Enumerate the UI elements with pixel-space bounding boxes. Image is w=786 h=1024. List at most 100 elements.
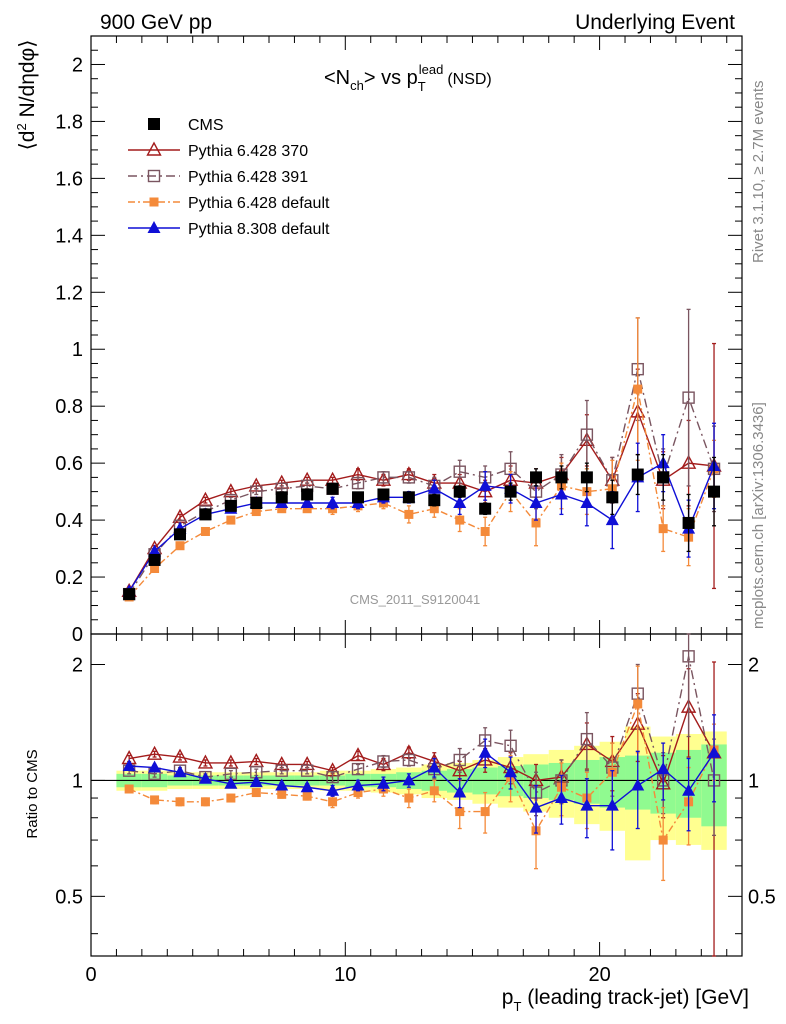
data-point-pythia-8-308-default bbox=[529, 496, 543, 509]
data-point-pythia-6-428-default bbox=[658, 524, 668, 534]
x-tick-label: 0 bbox=[85, 964, 96, 986]
data-point-cms bbox=[555, 471, 568, 484]
data-point-cms bbox=[352, 491, 365, 504]
data-point-ratio-pythia-6-428-391 bbox=[504, 739, 517, 752]
legend-label: Pythia 6.428 default bbox=[188, 195, 330, 212]
ratio-y-tick-label-right: 2 bbox=[748, 654, 759, 676]
data-point-ratio-pythia-8-308-default bbox=[376, 776, 390, 789]
data-point-pythia-6-428-default bbox=[277, 504, 287, 514]
data-point-cms bbox=[631, 468, 644, 481]
data-point-pythia-6-428-391 bbox=[377, 471, 390, 484]
tick-labels: 00.20.40.60.811.21.41.61.820.5 0.51 12 20 10… bbox=[55, 54, 776, 986]
data-point-pythia-8-308-default bbox=[427, 481, 441, 494]
main-y-axis-label: ⟨d2 N/dηdφ⟩ bbox=[14, 40, 39, 151]
ratio-y-tick-label-right: 0.5 bbox=[748, 886, 776, 908]
legend-label: Pythia 8.308 default bbox=[188, 221, 330, 238]
data-point-pythia-6-428-default bbox=[455, 515, 465, 525]
y-tick-label: 0.2 bbox=[55, 567, 83, 589]
data-point-ratio-pythia-8-308-default bbox=[326, 783, 340, 796]
data-point-pythia-6-428-default bbox=[302, 504, 312, 514]
data-point-ratio-pythia-6-428-default bbox=[200, 797, 210, 807]
data-point-ratio-pythia-6-428-default bbox=[175, 797, 185, 807]
data-point-cms bbox=[580, 471, 593, 484]
data-point-pythia-8-308-default bbox=[478, 478, 492, 491]
legend-item-pythia-6-428-370: Pythia 6.428 370 bbox=[128, 141, 308, 160]
analysis-watermark: CMS_2011_S9120041 bbox=[350, 592, 481, 607]
data-point-ratio-pythia-6-428-391 bbox=[580, 732, 594, 746]
data-point-ratio-pythia-8-308-default bbox=[148, 760, 162, 773]
data-point-ratio-pythia-8-308-default bbox=[631, 778, 645, 791]
legend-marker bbox=[147, 169, 161, 183]
data-point-ratio-pythia-6-428-370 bbox=[172, 748, 188, 763]
data-point-ratio-pythia-6-428-default bbox=[455, 807, 465, 817]
data-point-ratio-pythia-6-428-370 bbox=[146, 745, 163, 760]
data-marks bbox=[121, 308, 722, 957]
data-point-ratio-pythia-6-428-default bbox=[429, 786, 439, 796]
data-point-pythia-6-428-default bbox=[531, 518, 541, 528]
data-point-ratio-pythia-8-308-default bbox=[122, 759, 136, 772]
data-point-cms bbox=[428, 494, 441, 507]
ratio-y-axis-label: Ratio to CMS bbox=[24, 749, 41, 838]
data-point-ratio-pythia-8-308-default bbox=[504, 765, 518, 778]
y-tick-label: 0.6 bbox=[55, 453, 83, 475]
y-tick-label: 2 bbox=[72, 54, 83, 76]
data-point-cms bbox=[479, 502, 492, 515]
data-point-pythia-8-308-default bbox=[148, 544, 162, 557]
data-point-cms bbox=[174, 528, 187, 541]
data-point-pythia-8-308-default bbox=[554, 487, 568, 500]
legend-label: CMS bbox=[188, 117, 224, 134]
series-line-pythia-6-428-370 bbox=[128, 409, 715, 592]
legend-item-pythia-8-308-default: Pythia 8.308 default bbox=[128, 221, 330, 238]
data-point-ratio-pythia-6-428-391 bbox=[300, 764, 314, 777]
series-cms bbox=[123, 453, 721, 601]
data-point-pythia-6-428-370 bbox=[223, 483, 239, 498]
series-line-ratio-pythia-6-428-391 bbox=[129, 656, 715, 794]
data-point-ratio-pythia-6-428-391 bbox=[326, 770, 339, 784]
legend-marker bbox=[149, 197, 159, 207]
data-point-ratio-pythia-8-308-default bbox=[427, 760, 441, 773]
series-ratio-pythia-8-308-default bbox=[122, 714, 721, 851]
data-point-cms bbox=[377, 488, 390, 501]
data-point-pythia-6-428-370 bbox=[197, 491, 214, 506]
data-point-cms bbox=[199, 508, 212, 521]
legend-marker bbox=[146, 141, 162, 156]
x-tick-label: 10 bbox=[334, 964, 356, 986]
data-point-ratio-pythia-8-308-default bbox=[402, 773, 416, 786]
series-pythia-8-308-default bbox=[122, 422, 721, 597]
legend-item-cms: CMS bbox=[148, 117, 224, 134]
x-tick-label: 20 bbox=[588, 964, 610, 986]
data-point-ratio-pythia-6-428-370 bbox=[375, 756, 392, 771]
data-point-ratio-pythia-6-428-default bbox=[480, 807, 490, 817]
data-point-ratio-pythia-6-428-default bbox=[302, 791, 312, 801]
data-point-cms bbox=[224, 499, 237, 512]
rivet-version-label: Rivet 3.1.10, ≥ 2.7M events bbox=[750, 81, 767, 264]
legend-item-pythia-6-428-391: Pythia 6.428 391 bbox=[128, 169, 308, 186]
data-point-ratio-pythia-6-428-default bbox=[328, 797, 338, 807]
data-point-cms bbox=[148, 553, 161, 566]
series-line-pythia-6-428-391 bbox=[128, 369, 715, 595]
series-pythia-6-428-default bbox=[124, 317, 719, 602]
legend-marker bbox=[147, 221, 161, 233]
data-point-ratio-pythia-6-428-370 bbox=[452, 762, 468, 777]
data-point-ratio-pythia-6-428-default bbox=[353, 788, 363, 798]
data-point-ratio-pythia-6-428-default bbox=[124, 784, 134, 794]
data-point-ratio-pythia-6-428-default bbox=[251, 788, 261, 798]
data-point-pythia-8-308-default bbox=[605, 513, 619, 526]
data-point-cms bbox=[606, 491, 619, 504]
data-point-pythia-8-308-default bbox=[300, 496, 314, 509]
axis-ticks bbox=[90, 35, 742, 956]
data-point-ratio-pythia-8-308-default bbox=[275, 778, 289, 791]
data-point-cms bbox=[453, 485, 466, 498]
ratio-panel-frame bbox=[90, 633, 743, 957]
data-point-cms bbox=[657, 471, 670, 484]
ratio-uncertainty-bands bbox=[91, 726, 742, 861]
legend-marker bbox=[148, 118, 160, 130]
data-point-cms bbox=[530, 471, 543, 484]
ratio-y-tick-label: 1 bbox=[72, 770, 83, 792]
data-point-cms bbox=[326, 482, 339, 495]
legend-label: Pythia 6.428 370 bbox=[188, 143, 308, 160]
data-point-pythia-8-308-default bbox=[326, 496, 340, 509]
data-point-ratio-pythia-8-308-default bbox=[682, 783, 696, 796]
y-tick-label: 1.2 bbox=[55, 282, 83, 304]
